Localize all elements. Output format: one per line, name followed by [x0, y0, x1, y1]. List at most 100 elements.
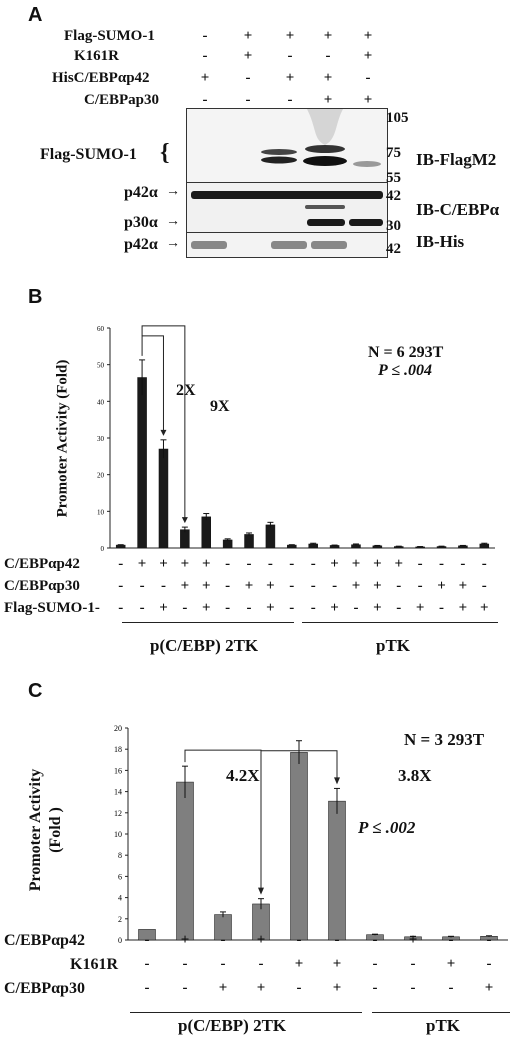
band-p42a-1: p42α [124, 184, 158, 201]
y-tick-label: 8 [118, 851, 122, 860]
bar [158, 448, 169, 549]
bar [222, 539, 233, 549]
condition-row-label: HisC/EBPαp42 [52, 70, 150, 86]
blot-flag [186, 108, 388, 184]
panel-a-letter: A [28, 4, 43, 26]
condition-row-label: C/EBPαp42 [4, 932, 85, 949]
blot-his-bands [187, 233, 387, 257]
condition-row-label: K161R [70, 956, 118, 973]
panel-b-ylabel-box: Promoter Activity (Fold) [48, 320, 78, 560]
bracket-3-8x [260, 750, 338, 893]
condition-sign: + [159, 600, 168, 616]
y-tick-label: 0 [101, 545, 105, 553]
lane-sign: - [287, 92, 293, 108]
group-line-ptk-c [372, 1012, 510, 1013]
y-tick-label: 60 [97, 325, 105, 333]
condition-sign: - [486, 956, 492, 972]
band-flag-sumo: Flag-SUMO-1 [40, 146, 137, 163]
blot-flag-bands [187, 109, 387, 183]
condition-sign: - [246, 600, 252, 616]
lane-sign: + [323, 92, 333, 108]
y-tick-label: 14 [114, 788, 122, 797]
y-tick-label: 40 [97, 398, 105, 406]
arrowhead-icon [181, 517, 188, 524]
bar [180, 529, 190, 549]
condition-sign: - [139, 578, 145, 594]
condition-sign: + [373, 578, 382, 594]
condition-sign: - [182, 980, 188, 996]
group-line-ptk [302, 622, 498, 623]
condition-row-label: Flag-SUMO-1- [4, 600, 100, 616]
condition-sign: + [415, 600, 425, 616]
condition-sign: - [246, 556, 252, 572]
condition-sign: - [481, 556, 487, 572]
condition-sign: - [353, 600, 359, 616]
panel-c-ylabel-line2: (Fold ) [47, 807, 64, 853]
lane-sign: + [285, 28, 295, 44]
condition-sign: + [180, 932, 190, 948]
mw-marker: 55 [386, 170, 401, 186]
condition-sign: + [159, 556, 168, 572]
condition-sign: - [144, 980, 150, 996]
condition-sign: - [334, 932, 340, 948]
lane-sign: + [285, 70, 295, 86]
mw-marker: 42 [386, 241, 401, 257]
condition-sign: - [225, 600, 231, 616]
lane-sign: + [323, 28, 333, 44]
y-tick-label: 2 [118, 915, 122, 924]
lane-sign: - [202, 48, 208, 64]
lane-sign: + [200, 70, 210, 86]
arrow-right-icon: → [166, 214, 180, 229]
condition-sign: + [256, 932, 266, 948]
condition-sign: - [144, 956, 150, 972]
panel-b-p: P ≤ .004 [378, 362, 432, 379]
y-tick-label: 0 [118, 936, 122, 945]
group-label-2tk: p(C/EBP) 2TK [150, 636, 259, 655]
panel-c-ylabel-line1: Promoter Activity [27, 768, 44, 892]
condition-sign: - [296, 932, 302, 948]
bracket-2x [141, 335, 164, 434]
condition-sign: + [180, 556, 190, 572]
panel-c-p: P ≤ .002 [358, 818, 416, 837]
lane-sign: - [325, 48, 331, 64]
lane-sign: - [202, 28, 208, 44]
condition-sign: - [486, 932, 492, 948]
condition-sign: + [484, 980, 494, 996]
condition-sign: - [144, 932, 150, 948]
blot-cebpa-bands [187, 183, 387, 233]
lane-sign: + [363, 92, 373, 108]
y-tick-label: 4 [118, 894, 122, 903]
group-line-2tk [122, 622, 294, 623]
condition-sign: + [394, 556, 404, 572]
condition-sign: + [294, 956, 304, 972]
condition-sign: - [460, 556, 466, 572]
bar [329, 545, 340, 549]
condition-sign: + [408, 932, 418, 948]
condition-sign: - [258, 956, 264, 972]
condition-sign: + [446, 956, 456, 972]
condition-sign: + [137, 556, 147, 572]
condition-sign: + [373, 556, 382, 572]
condition-row-label: Flag-SUMO-1 [64, 28, 155, 44]
condition-sign: + [256, 980, 266, 996]
y-tick-label: 10 [114, 830, 122, 839]
condition-sign: + [351, 578, 361, 594]
condition-sign: - [118, 600, 124, 616]
condition-sign: + [480, 600, 489, 616]
condition-sign: + [201, 600, 211, 616]
lane-sign: - [365, 70, 371, 86]
panel-b-fold-2: 9X [210, 398, 230, 415]
condition-sign: - [396, 600, 402, 616]
condition-sign: - [410, 980, 416, 996]
panel-c-ylabel: Promoter Activity (Fold ) [26, 730, 66, 930]
condition-sign: + [330, 600, 339, 616]
condition-sign: + [437, 578, 446, 594]
condition-sign: + [218, 980, 228, 996]
condition-sign: - [448, 980, 454, 996]
lane-sign: - [245, 70, 251, 86]
condition-sign: - [289, 556, 295, 572]
condition-row-label: C/EBPap30 [84, 92, 160, 108]
lane-sign: - [202, 92, 208, 108]
condition-sign: + [201, 556, 211, 572]
condition-sign: + [244, 578, 254, 594]
